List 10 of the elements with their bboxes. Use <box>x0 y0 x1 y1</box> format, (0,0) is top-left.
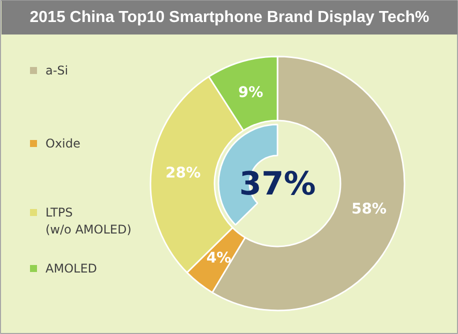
legend-label: LTPS (w/o AMOLED) <box>46 206 132 236</box>
data-label: 9% <box>238 84 264 101</box>
chart-title: 2015 China Top10 Smartphone Brand Display Tech% <box>30 9 430 26</box>
data-label: 37% <box>239 164 316 202</box>
legend-label: Oxide <box>46 136 80 150</box>
data-label: 58% <box>352 200 387 218</box>
legend-label: a-Si <box>46 64 68 78</box>
legend-label: AMOLED <box>46 262 98 276</box>
data-label: 28% <box>166 164 201 182</box>
data-label: 4% <box>206 250 232 267</box>
